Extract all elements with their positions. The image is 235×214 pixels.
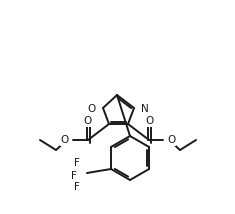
Text: F: F (74, 182, 80, 192)
Text: F: F (74, 158, 80, 168)
Text: O: O (167, 135, 175, 145)
Text: O: O (61, 135, 69, 145)
Text: O: O (145, 116, 153, 126)
Text: F: F (71, 171, 77, 181)
Text: O: O (84, 116, 92, 126)
Text: N: N (141, 104, 149, 114)
Text: O: O (88, 104, 96, 114)
